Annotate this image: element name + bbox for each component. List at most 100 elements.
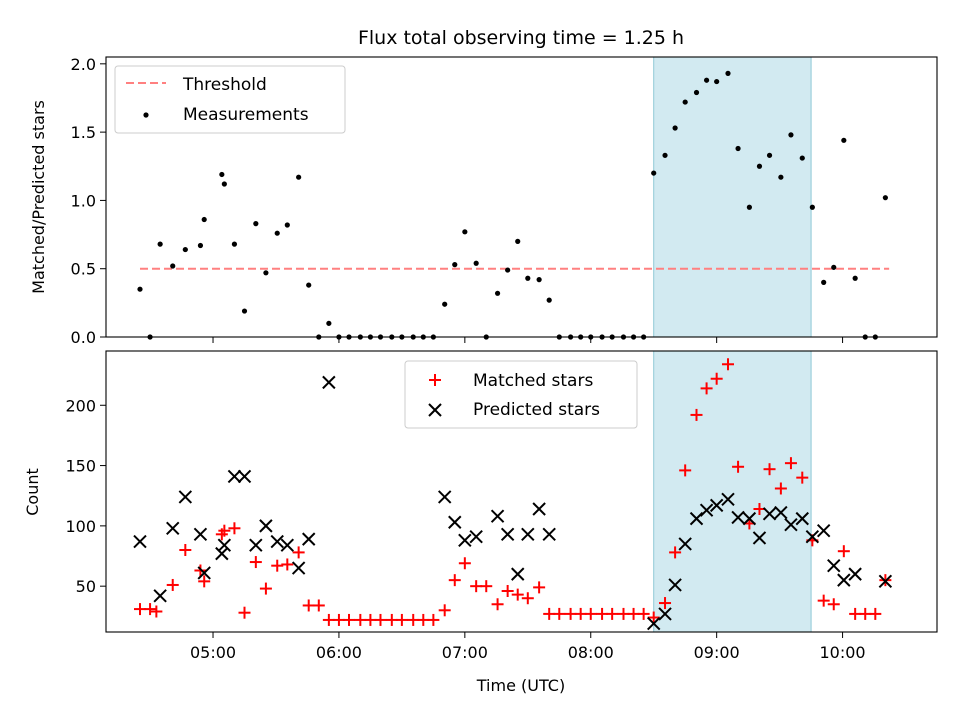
x-stroke: [215, 546, 229, 561]
measurement-point: [809, 204, 815, 210]
predicted-star-point: [291, 561, 306, 575]
x-stroke: [197, 566, 211, 580]
matched-star-point: [606, 607, 619, 620]
measurement-point: [452, 262, 458, 268]
predicted-star-point: [322, 375, 336, 390]
x-stroke: [249, 538, 263, 552]
measurement-point: [274, 230, 280, 236]
matched-star-point: [198, 575, 211, 588]
x-stroke: [133, 534, 147, 549]
predicted-star-point: [721, 492, 735, 507]
matched-star-point: [679, 464, 692, 477]
measurement-point: [170, 263, 176, 269]
y-tick-label: 1.0: [71, 191, 96, 210]
matched-star-point: [700, 382, 713, 395]
x-stroke: [837, 573, 851, 587]
x-stroke: [752, 531, 767, 545]
x-stroke: [270, 534, 284, 549]
predicted-star-point: [646, 616, 661, 631]
x-stroke: [848, 567, 862, 581]
measurement-point: [505, 267, 511, 273]
chart-title: Flux total observing time = 1.25 h: [358, 27, 684, 49]
matched-star-point: [179, 543, 192, 556]
matched-star-point: [354, 613, 367, 626]
predicted-star-point: [742, 511, 757, 526]
matched-star-point: [827, 598, 840, 611]
bottom-legend-box: [404, 360, 638, 429]
x-stroke: [658, 607, 672, 621]
matched-star-point: [511, 588, 524, 601]
matched-star-point: [721, 358, 734, 371]
x-stroke: [178, 490, 193, 504]
matched-star-point: [543, 607, 556, 620]
x-stroke: [784, 517, 798, 532]
predicted-star-point: [259, 519, 273, 533]
matched-star-point: [166, 578, 179, 591]
predicted-star-point: [469, 530, 483, 544]
matched-star-point: [302, 599, 315, 612]
matched-star-point: [796, 471, 809, 484]
matched-star-point: [669, 546, 682, 559]
highlight-span-rect: [653, 56, 812, 338]
measurement-point: [284, 222, 290, 228]
predicted-star-point: [458, 533, 472, 548]
measurement-point: [714, 78, 720, 85]
predicted-star-point: [678, 537, 692, 551]
predicted-star-point: [270, 534, 284, 549]
matched-star-point: [491, 598, 504, 611]
x-stroke: [795, 511, 809, 526]
measurement-point: [442, 301, 448, 307]
x-stroke: [542, 527, 556, 542]
measurement-point: [494, 290, 501, 296]
predicted-star-point: [658, 607, 672, 621]
matched-star-point: [574, 607, 587, 620]
matched-star-point: [312, 599, 325, 612]
legend-threshold-label: Threshold: [182, 75, 267, 95]
predicted-star-point: [837, 573, 851, 587]
top-highlight-span: [653, 56, 812, 338]
top-ylabel: Matched/Predicted stars: [29, 100, 48, 294]
measurement-point: [231, 241, 238, 247]
bottom-x-axis: 05:00 06:00 07:00 08:00 09:00 10:00: [190, 632, 866, 662]
predicted-star-point: [752, 531, 767, 545]
legend-predicted-label: Predicted stars: [473, 400, 600, 420]
measurement-point: [182, 246, 188, 253]
matched-star-point: [533, 581, 546, 594]
measurement-point: [882, 195, 888, 201]
top-legend: Threshold Measurements: [114, 65, 346, 134]
matched-star-point: [427, 613, 440, 626]
measurement-point: [799, 155, 805, 161]
x-stroke: [166, 521, 180, 535]
measurement-point: [841, 137, 847, 143]
measurement-point: [788, 132, 794, 138]
predicted-stars-points: [133, 375, 893, 631]
bottom-panel: 50 100 150 200 05:00 06:00 07:00 08:00 09:00 10:…: [23, 350, 938, 695]
predicted-star-point: [153, 589, 167, 603]
matched-star-point: [292, 546, 305, 559]
x-stroke: [259, 519, 273, 533]
measurement-point: [831, 264, 837, 270]
predicted-star-point: [280, 538, 295, 552]
matched-star-point: [732, 460, 745, 473]
top-legend-box: [114, 65, 346, 134]
measurement-point: [326, 320, 332, 326]
predicted-star-point: [816, 523, 831, 538]
matched-star-point: [637, 607, 650, 620]
measurement-point: [515, 238, 521, 244]
y-tick-label: 0.5: [71, 260, 96, 279]
predicted-star-point: [731, 510, 745, 525]
matched-star-point: [322, 613, 335, 626]
x-stroke: [827, 558, 841, 573]
matched-star-point: [774, 482, 787, 495]
y-tick-label: 0.0: [71, 328, 96, 347]
matched-star-point: [849, 607, 862, 620]
x-stroke: [500, 527, 515, 542]
x-stroke: [742, 511, 757, 526]
predicted-star-point: [215, 546, 229, 561]
matched-star-point: [249, 556, 262, 569]
y-tick-label: 2.0: [71, 55, 96, 74]
matched-star-point: [228, 522, 241, 535]
measurement-point: [296, 174, 302, 180]
x-stroke: [668, 578, 682, 592]
measurement-point: [263, 270, 269, 276]
